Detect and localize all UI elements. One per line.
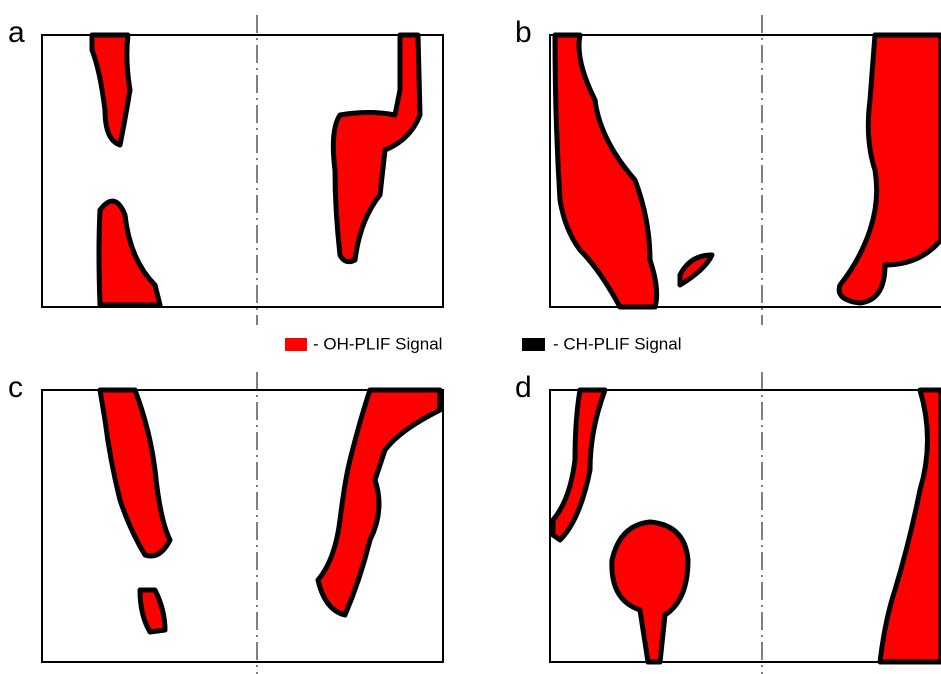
panel-frame [550,390,941,662]
flame [680,255,712,285]
flame [880,390,941,662]
flame [99,201,160,305]
flame [839,35,941,303]
figure: a b - OH-PLIF Signal - CH-PLIF Signal c … [0,0,941,674]
legend-swatch [522,338,545,351]
flame [555,35,657,307]
legend-label: - OH-PLIF Signal [313,334,442,353]
panel-label: a [8,16,25,49]
flame [140,590,165,632]
panel-label: b [515,16,532,49]
flame [100,390,170,556]
flame [92,35,130,145]
panel-label: c [8,371,23,404]
flame [333,35,420,262]
legend-swatch [285,338,307,351]
legend: - OH-PLIF Signal - CH-PLIF Signal [285,334,681,353]
flame [318,390,440,615]
panel-b: b [515,15,941,325]
panel-label: d [515,371,532,404]
flame [612,522,688,662]
panel-c: c [8,371,443,674]
flame [553,390,605,540]
legend-label: - CH-PLIF Signal [553,334,681,353]
panel-d: d [515,371,941,674]
panel-a: a [8,15,443,325]
